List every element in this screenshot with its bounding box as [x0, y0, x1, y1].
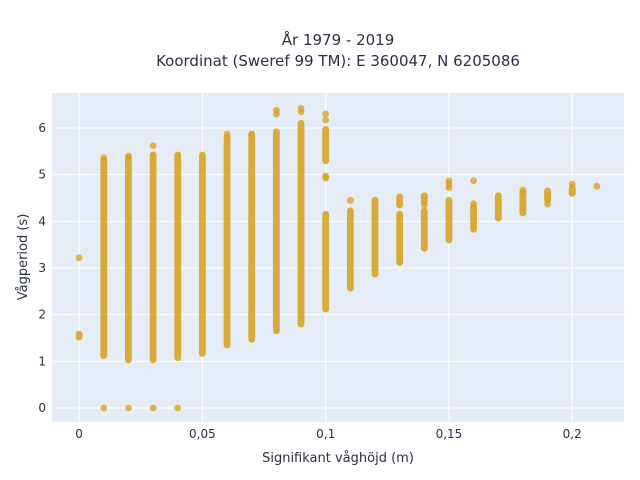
data-point: [272, 106, 280, 114]
x-axis-label: Signifikant våghöjd (m): [262, 451, 414, 466]
data-point-cluster: [420, 207, 428, 252]
y-tick-label: 6: [38, 121, 46, 135]
y-axis-label: Vågperiod (s): [16, 214, 31, 301]
data-point: [75, 254, 83, 262]
data-point-cluster: [445, 196, 453, 244]
y-tick-label: 1: [38, 354, 46, 368]
x-axis-ticks: 0 0,05 0,1 0,15 0,2: [75, 427, 581, 441]
x-tick-label: 0,15: [436, 427, 463, 441]
data-point: [568, 180, 576, 188]
data-point-cluster: [568, 184, 576, 197]
data-point: [346, 196, 354, 204]
data-point-cluster: [396, 193, 404, 209]
y-tick-label: 4: [38, 214, 46, 228]
x-tick-label: 0,1: [316, 427, 335, 441]
data-point-cluster: [519, 189, 527, 217]
plot-area: [52, 93, 624, 422]
data-point-cluster: [322, 126, 330, 165]
data-point-cluster: [346, 207, 354, 292]
data-point-cluster: [223, 133, 231, 349]
data-point: [125, 404, 132, 412]
data-point-cluster: [174, 151, 182, 361]
data-point: [322, 110, 330, 118]
data-point: [100, 154, 108, 162]
data-point-cluster: [149, 151, 157, 364]
data-point: [174, 404, 182, 412]
data-point: [223, 130, 231, 138]
data-point-cluster: [396, 210, 404, 266]
x-tick-label: 0,05: [189, 427, 216, 441]
data-point: [322, 116, 330, 124]
chart-title-line1: År 1979 - 2019: [282, 30, 395, 49]
data-point-cluster: [494, 192, 502, 222]
data-point: [519, 186, 527, 194]
data-point-cluster: [297, 119, 305, 328]
data-point: [470, 177, 478, 185]
y-tick-label: 3: [38, 261, 46, 275]
data-point-cluster: [248, 130, 256, 343]
data-point: [100, 404, 108, 412]
data-point: [149, 142, 157, 150]
data-point: [420, 201, 428, 209]
chart-title-line2: Koordinat (Sweref 99 TM): E 360047, N 62…: [156, 52, 520, 70]
data-point: [593, 182, 601, 190]
grid-lines: [52, 93, 624, 422]
data-point: [125, 152, 132, 160]
data-point-cluster: [198, 151, 206, 357]
data-point-cluster: [322, 210, 330, 313]
data-point: [297, 105, 305, 112]
data-point: [544, 200, 551, 208]
data-point-cluster: [272, 128, 280, 335]
y-tick-label: 5: [38, 168, 46, 182]
y-axis-ticks: 0 1 2 3 4 5 6: [38, 121, 46, 415]
data-point: [470, 200, 478, 208]
data-point: [445, 177, 453, 185]
x-tick-label: 0: [75, 427, 83, 441]
x-tick-label: 0,2: [563, 427, 582, 441]
data-points: [75, 105, 601, 412]
data-point-cluster: [371, 196, 379, 278]
data-point-cluster: [544, 187, 551, 204]
y-tick-label: 0: [38, 401, 46, 415]
data-point-cluster: [470, 203, 478, 233]
data-point: [149, 404, 157, 412]
data-point-cluster: [100, 157, 108, 360]
data-point: [322, 172, 330, 180]
y-tick-label: 2: [38, 308, 46, 322]
data-point-cluster: [420, 192, 428, 206]
data-point-cluster: [75, 330, 83, 341]
data-point-cluster: [125, 154, 132, 364]
